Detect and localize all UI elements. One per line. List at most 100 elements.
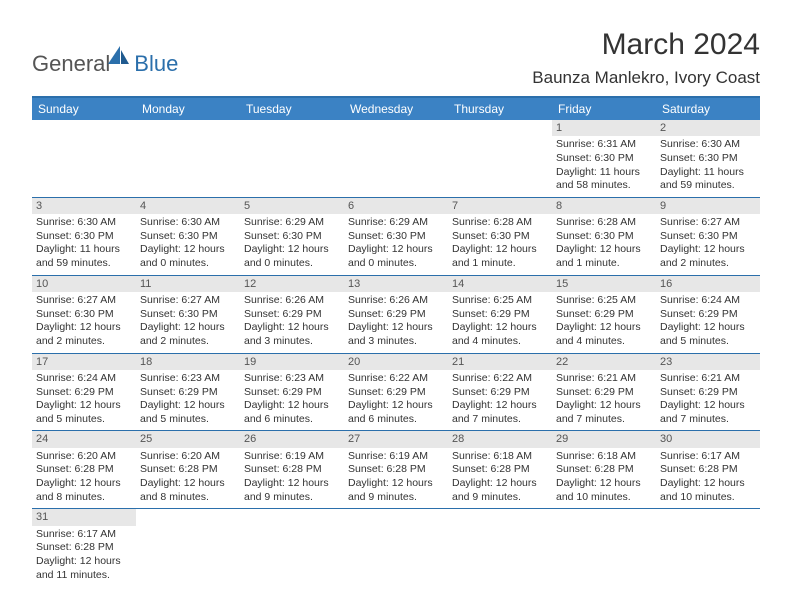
calendar-cell: 9Sunrise: 6:27 AMSunset: 6:30 PMDaylight…	[656, 197, 760, 275]
calendar-cell: 31 Sunrise: 6:17 AMSunset: 6:28 PMDayligh…	[32, 509, 136, 586]
calendar-cell: 16Sunrise: 6:24 AMSunset: 6:29 PMDayligh…	[656, 275, 760, 353]
day-number: 27	[344, 431, 448, 447]
calendar-cell: 24Sunrise: 6:20 AMSunset: 6:28 PMDayligh…	[32, 431, 136, 509]
daylight-text: Daylight: 12 hours and 4 minutes.	[556, 321, 652, 348]
sunrise-text: Sunrise: 6:18 AM	[556, 450, 652, 464]
sunrise-text: Sunrise: 6:21 AM	[556, 372, 652, 386]
sunrise-text: Sunrise: 6:20 AM	[140, 450, 236, 464]
calendar-cell: 13Sunrise: 6:26 AMSunset: 6:29 PMDayligh…	[344, 275, 448, 353]
calendar-cell: 28 Sunrise: 6:18 AMSunset: 6:28 PMDayligh…	[448, 431, 552, 509]
day-number: 25	[136, 431, 240, 447]
sunrise-text: Sunrise: 6:29 AM	[348, 216, 444, 230]
calendar-cell: 22 Sunrise: 6:21 AMSunset: 6:29 PMDayligh…	[552, 353, 656, 431]
calendar-cell: 15Sunrise: 6:25 AMSunset: 6:29 PMDayligh…	[552, 275, 656, 353]
sunrise-text: Sunrise: 6:23 AM	[140, 372, 236, 386]
sunrise-text: Sunrise: 6:21 AM	[660, 372, 756, 386]
calendar-cell: 17Sunrise: 6:24 AMSunset: 6:29 PMDayligh…	[32, 353, 136, 431]
sunrise-text: Sunrise: 6:26 AM	[244, 294, 340, 308]
sunset-text: Sunset: 6:30 PM	[452, 230, 548, 244]
calendar-cell	[136, 120, 240, 197]
day-header: Thursday	[448, 97, 552, 120]
sunset-text: Sunset: 6:29 PM	[452, 386, 548, 400]
calendar-cell: 14Sunrise: 6:25 AMSunset: 6:29 PMDayligh…	[448, 275, 552, 353]
calendar-row: 3Sunrise: 6:30 AMSunset: 6:30 PMDaylight…	[32, 197, 760, 275]
logo-text-blue: Blue	[134, 51, 178, 77]
sunset-text: Sunset: 6:30 PM	[244, 230, 340, 244]
day-number: 6	[344, 198, 448, 214]
sunrise-text: Sunrise: 6:28 AM	[556, 216, 652, 230]
day-number: 19	[240, 354, 344, 370]
calendar-cell: 11Sunrise: 6:27 AMSunset: 6:30 PMDayligh…	[136, 275, 240, 353]
daylight-text: Daylight: 12 hours and 3 minutes.	[244, 321, 340, 348]
day-number: 2	[656, 120, 760, 136]
daylight-text: Daylight: 12 hours and 0 minutes.	[348, 243, 444, 270]
day-number: 29	[552, 431, 656, 447]
day-number: 7	[448, 198, 552, 214]
daylight-text: Daylight: 12 hours and 2 minutes.	[140, 321, 236, 348]
sunrise-text: Sunrise: 6:19 AM	[244, 450, 340, 464]
sunset-text: Sunset: 6:28 PM	[36, 541, 132, 555]
daylight-text: Daylight: 12 hours and 10 minutes.	[556, 477, 652, 504]
sail-icon	[106, 44, 132, 71]
calendar-cell: 21Sunrise: 6:22 AMSunset: 6:29 PMDayligh…	[448, 353, 552, 431]
day-number: 8	[552, 198, 656, 214]
calendar-cell: 3Sunrise: 6:30 AMSunset: 6:30 PMDaylight…	[32, 197, 136, 275]
calendar-cell	[552, 509, 656, 586]
calendar-cell	[344, 120, 448, 197]
sunset-text: Sunset: 6:28 PM	[452, 463, 548, 477]
logo: General Blue	[32, 28, 178, 83]
day-number: 23	[656, 354, 760, 370]
sunrise-text: Sunrise: 6:17 AM	[36, 528, 132, 542]
sunrise-text: Sunrise: 6:22 AM	[452, 372, 548, 386]
calendar-row: 1Sunrise: 6:31 AMSunset: 6:30 PMDaylight…	[32, 120, 760, 197]
daylight-text: Daylight: 11 hours and 59 minutes.	[36, 243, 132, 270]
sunrise-text: Sunrise: 6:30 AM	[140, 216, 236, 230]
calendar-cell: 6 Sunrise: 6:29 AMSunset: 6:30 PMDaylight…	[344, 197, 448, 275]
day-header: Monday	[136, 97, 240, 120]
day-number: 28	[448, 431, 552, 447]
sunset-text: Sunset: 6:29 PM	[244, 386, 340, 400]
day-number: 17	[32, 354, 136, 370]
daylight-text: Daylight: 12 hours and 8 minutes.	[140, 477, 236, 504]
day-number: 26	[240, 431, 344, 447]
day-header: Tuesday	[240, 97, 344, 120]
calendar-cell	[448, 120, 552, 197]
day-number: 22	[552, 354, 656, 370]
daylight-text: Daylight: 12 hours and 11 minutes.	[36, 555, 132, 582]
daylight-text: Daylight: 12 hours and 9 minutes.	[452, 477, 548, 504]
calendar-cell	[448, 509, 552, 586]
sunset-text: Sunset: 6:29 PM	[452, 308, 548, 322]
calendar-cell	[240, 120, 344, 197]
day-number: 9	[656, 198, 760, 214]
sunrise-text: Sunrise: 6:31 AM	[556, 138, 652, 152]
header: General Blue March 2024 Baunza Manlekro,…	[32, 28, 760, 94]
calendar-cell: 20Sunrise: 6:22 AMSunset: 6:29 PMDayligh…	[344, 353, 448, 431]
sunset-text: Sunset: 6:29 PM	[556, 308, 652, 322]
sunset-text: Sunset: 6:30 PM	[348, 230, 444, 244]
sunrise-text: Sunrise: 6:18 AM	[452, 450, 548, 464]
day-number: 20	[344, 354, 448, 370]
sunrise-text: Sunrise: 6:19 AM	[348, 450, 444, 464]
daylight-text: Daylight: 12 hours and 0 minutes.	[244, 243, 340, 270]
calendar-table: Sunday Monday Tuesday Wednesday Thursday…	[32, 96, 760, 586]
sunset-text: Sunset: 6:29 PM	[556, 386, 652, 400]
sunset-text: Sunset: 6:30 PM	[556, 152, 652, 166]
calendar-row: 17Sunrise: 6:24 AMSunset: 6:29 PMDayligh…	[32, 353, 760, 431]
daylight-text: Daylight: 12 hours and 4 minutes.	[452, 321, 548, 348]
daylight-text: Daylight: 12 hours and 1 minute.	[556, 243, 652, 270]
sunrise-text: Sunrise: 6:27 AM	[660, 216, 756, 230]
daylight-text: Daylight: 12 hours and 8 minutes.	[36, 477, 132, 504]
calendar-cell: 8Sunrise: 6:28 AMSunset: 6:30 PMDaylight…	[552, 197, 656, 275]
sunset-text: Sunset: 6:29 PM	[36, 386, 132, 400]
calendar-row: 24Sunrise: 6:20 AMSunset: 6:28 PMDayligh…	[32, 431, 760, 509]
calendar-cell: 23Sunrise: 6:21 AMSunset: 6:29 PMDayligh…	[656, 353, 760, 431]
day-number: 16	[656, 276, 760, 292]
sunrise-text: Sunrise: 6:25 AM	[556, 294, 652, 308]
day-number: 31	[32, 509, 136, 525]
daylight-text: Daylight: 12 hours and 7 minutes.	[556, 399, 652, 426]
sunrise-text: Sunrise: 6:30 AM	[36, 216, 132, 230]
daylight-text: Daylight: 12 hours and 7 minutes.	[660, 399, 756, 426]
day-header: Sunday	[32, 97, 136, 120]
calendar-cell: 27Sunrise: 6:19 AMSunset: 6:28 PMDayligh…	[344, 431, 448, 509]
day-number: 3	[32, 198, 136, 214]
